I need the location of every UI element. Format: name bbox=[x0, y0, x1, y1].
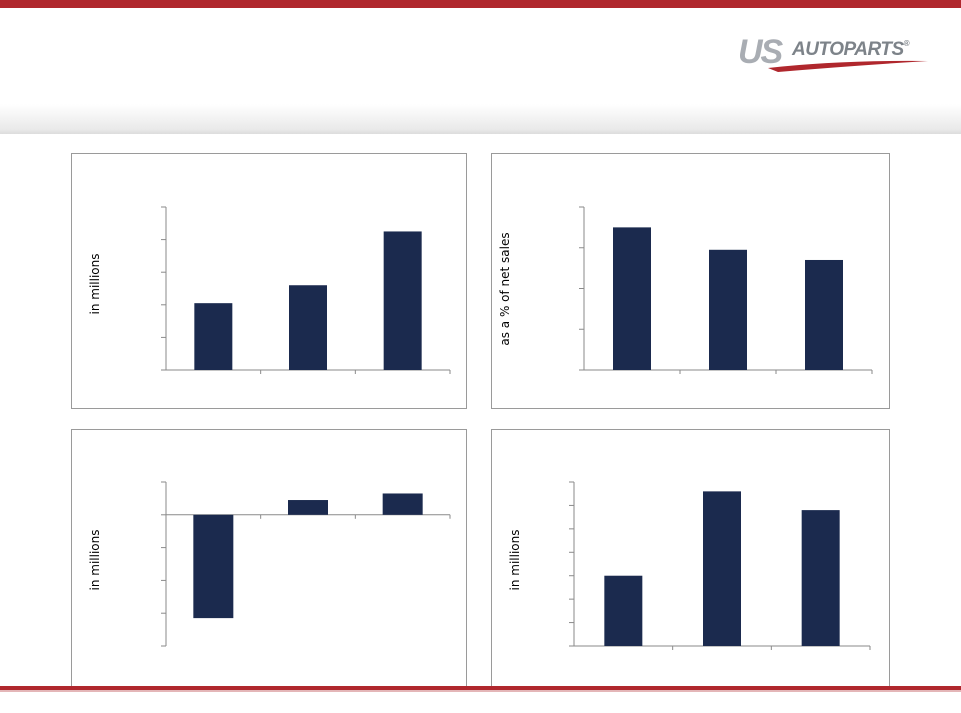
y-axis-label: as a % of net sales bbox=[498, 232, 512, 346]
bar bbox=[613, 227, 651, 370]
header-shadow bbox=[0, 104, 961, 134]
chart-panel-bottom-left: in millions bbox=[71, 429, 467, 687]
bottom-accent-bar bbox=[0, 686, 961, 690]
chart-panel-top-left: in millions bbox=[71, 153, 467, 409]
y-axis-label: in millions bbox=[88, 253, 102, 315]
chart-bottom-right bbox=[569, 481, 871, 650]
chart-panel-top-right: as a % of net sales bbox=[491, 153, 890, 409]
y-axis-label: in millions bbox=[508, 529, 522, 591]
logo-swoosh-icon bbox=[768, 60, 928, 72]
bar bbox=[709, 249, 747, 370]
logo-autoparts-text: AUTOPARTS® bbox=[792, 39, 910, 61]
bar bbox=[703, 491, 741, 646]
us-autoparts-logo: US AUTOPARTS® bbox=[738, 33, 943, 72]
bar bbox=[194, 303, 233, 370]
bar bbox=[604, 575, 643, 646]
y-axis-label: in millions bbox=[88, 529, 102, 591]
chart-top-left bbox=[161, 206, 451, 374]
bar bbox=[288, 500, 328, 515]
bar bbox=[382, 493, 423, 515]
top-accent-bar bbox=[0, 0, 961, 8]
bottom-accent-line bbox=[0, 690, 961, 692]
chart-bottom-left bbox=[161, 481, 451, 647]
chart-top-right bbox=[579, 206, 873, 374]
bar bbox=[383, 231, 422, 370]
bar bbox=[805, 259, 843, 370]
bar bbox=[801, 510, 840, 646]
logo-us-text: US bbox=[738, 33, 783, 71]
logo-registered-mark: ® bbox=[903, 39, 910, 48]
logo-autoparts-word: AUTOPARTS bbox=[792, 39, 904, 60]
chart-panel-bottom-right: in millions bbox=[491, 429, 890, 687]
bar bbox=[289, 285, 327, 370]
bar bbox=[193, 514, 234, 619]
